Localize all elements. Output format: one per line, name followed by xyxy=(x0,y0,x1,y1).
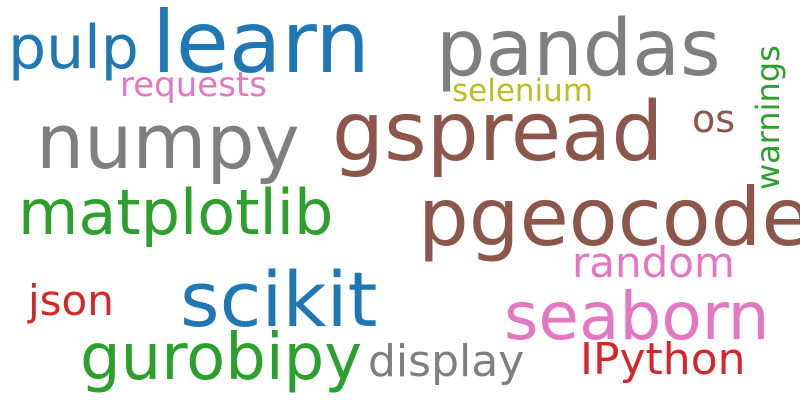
word-random: random xyxy=(572,238,735,287)
word-warnings: warnings xyxy=(749,45,787,190)
word-matplotlib: matplotlib xyxy=(18,176,334,249)
word-numpy: numpy xyxy=(36,97,300,186)
word-selenium: selenium xyxy=(452,73,594,109)
word-seaborn: seaborn xyxy=(504,278,770,355)
word-os: os xyxy=(692,97,736,141)
word-gspread: gspread xyxy=(332,85,664,180)
word-pandas: pandas xyxy=(436,4,721,94)
word-pgeocode: pgeocode xyxy=(418,171,800,264)
word-scikit: scikit xyxy=(180,255,378,344)
word-requests: requests xyxy=(120,65,267,105)
word-ipython: IPython xyxy=(580,334,746,385)
word-learn: learn xyxy=(152,0,370,93)
word-gurobipy: gurobipy xyxy=(80,321,363,395)
word-pulp: pulp xyxy=(8,13,139,83)
word-json: json xyxy=(28,276,114,325)
word-display: display xyxy=(368,336,525,387)
